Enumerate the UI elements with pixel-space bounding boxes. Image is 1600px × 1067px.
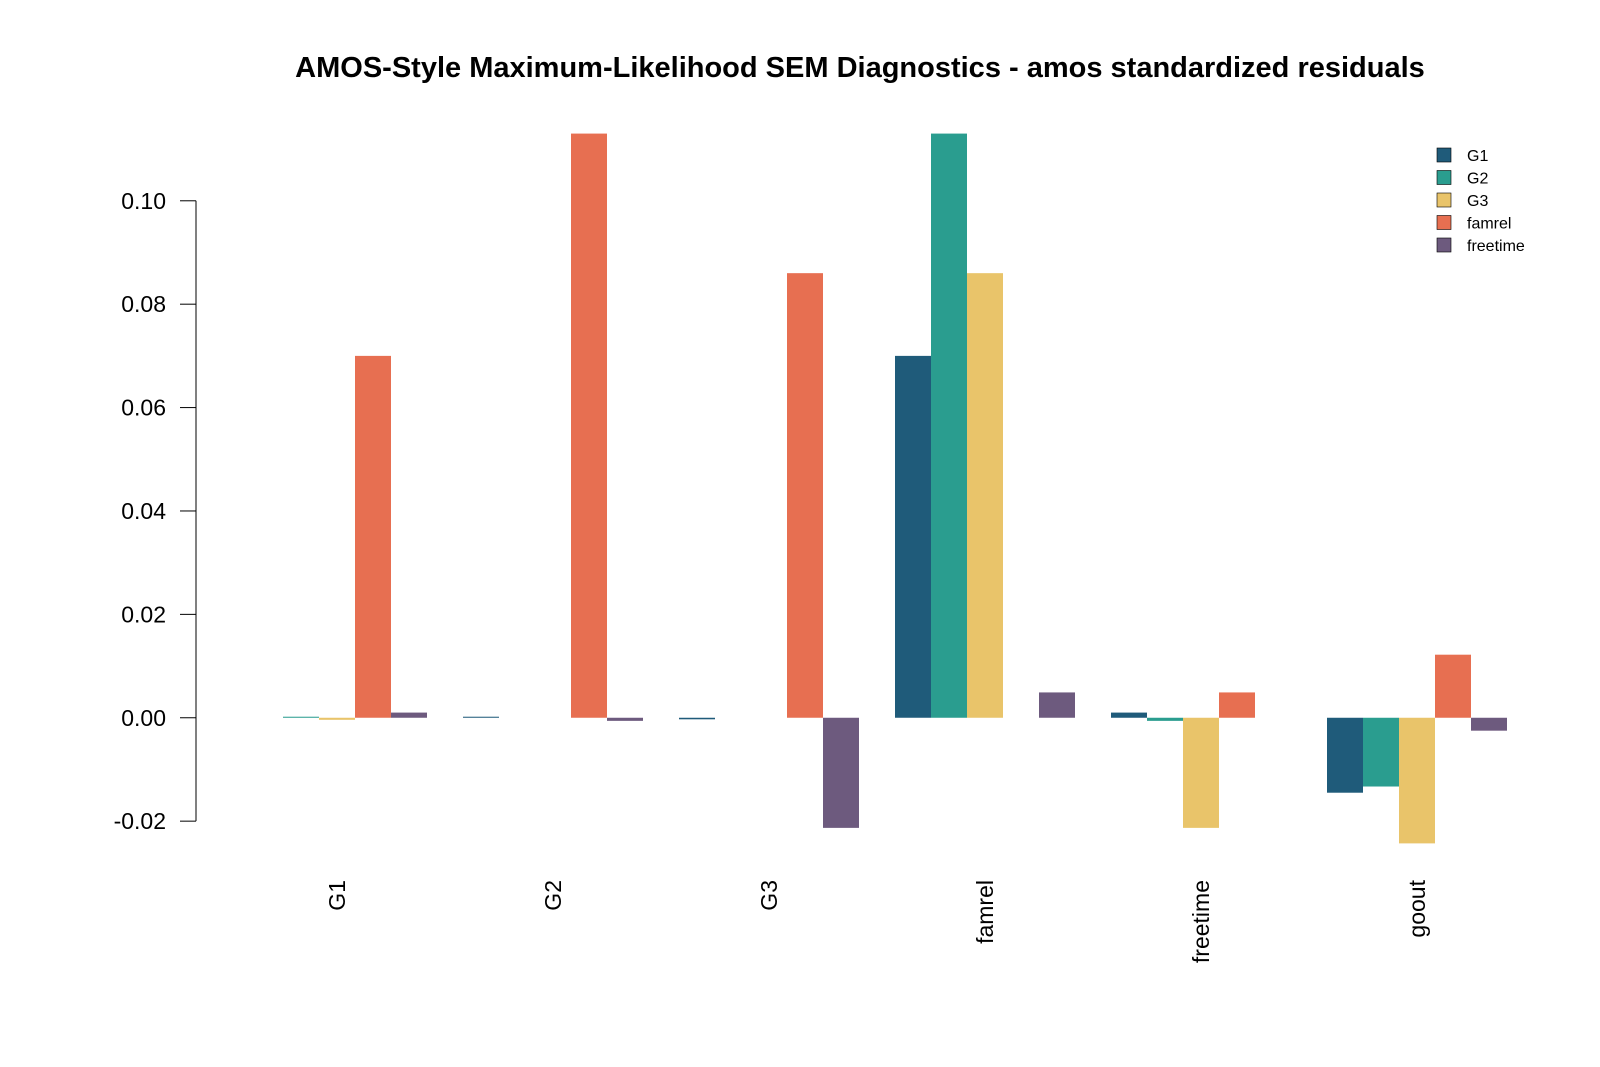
- bar-G1-G3: [319, 717, 355, 720]
- y-tick-label: 0.00: [121, 705, 166, 731]
- bar-freetime-G3: [1183, 717, 1219, 828]
- bar-G1-freetime: [391, 712, 427, 718]
- y-tick-label: 0.06: [121, 395, 166, 421]
- bar-famrel-G1: [895, 355, 931, 718]
- x-tick-label: freetime: [1188, 880, 1214, 963]
- bar-goout-famrel: [1435, 654, 1471, 718]
- bar-G3-freetime: [823, 717, 859, 828]
- y-tick-label: 0.04: [121, 498, 166, 524]
- x-tick-label: famrel: [972, 880, 998, 944]
- y-tick-label: 0.08: [121, 291, 166, 317]
- legend-swatch-famrel: [1436, 215, 1452, 230]
- chart-title: AMOS-Style Maximum-Likelihood SEM Diagno…: [295, 52, 1425, 84]
- y-tick-label: 0.10: [121, 188, 166, 214]
- x-tick-label: goout: [1404, 879, 1430, 937]
- bar-G1-G2: [283, 716, 319, 718]
- bar-G3-famrel: [787, 273, 823, 718]
- bar-goout-G1: [1327, 717, 1363, 793]
- bar-G3-G1: [679, 717, 715, 720]
- legend-swatch-G1: [1436, 147, 1452, 163]
- bar-G2-famrel: [571, 133, 607, 718]
- bar-freetime-famrel: [1219, 692, 1255, 718]
- legend-label: G3: [1467, 193, 1488, 210]
- bar-goout-G2: [1363, 717, 1399, 787]
- legend-label: G1: [1467, 148, 1488, 165]
- legend-swatch-G3: [1436, 192, 1452, 208]
- legend-label: freetime: [1467, 238, 1525, 255]
- y-axis: -0.02 0.00 0.02 0.04 0.06 0.08 0.10: [114, 188, 197, 834]
- legend-swatch-G2: [1436, 170, 1452, 185]
- y-tick-label: 0.02: [121, 601, 166, 627]
- legend-label: famrel: [1467, 216, 1511, 233]
- legend-swatch-freetime: [1436, 237, 1452, 253]
- bar-G2-G1: [463, 716, 499, 718]
- legend-label: G2: [1467, 171, 1488, 188]
- bar-goout-freetime: [1471, 717, 1507, 731]
- bar-freetime-G1: [1111, 712, 1147, 718]
- bar-famrel-G3: [967, 273, 1003, 718]
- legend: G1 G2 G3 famrel freetime: [1436, 147, 1525, 255]
- bar-famrel-freetime: [1039, 692, 1075, 718]
- x-tick-label: G1: [324, 880, 350, 911]
- x-axis-labels: G1 G2 G3 famrel freetime goout: [324, 879, 1430, 963]
- bar-freetime-G2: [1147, 717, 1183, 721]
- y-tick-label: -0.02: [114, 808, 166, 834]
- bar-G1-famrel: [355, 355, 391, 718]
- x-tick-label: G2: [540, 880, 566, 911]
- x-tick-label: G3: [756, 880, 782, 911]
- bars-group: [283, 133, 1507, 844]
- bar-G2-freetime: [607, 717, 643, 721]
- bar-goout-G3: [1399, 717, 1435, 844]
- bar-famrel-G2: [931, 133, 967, 718]
